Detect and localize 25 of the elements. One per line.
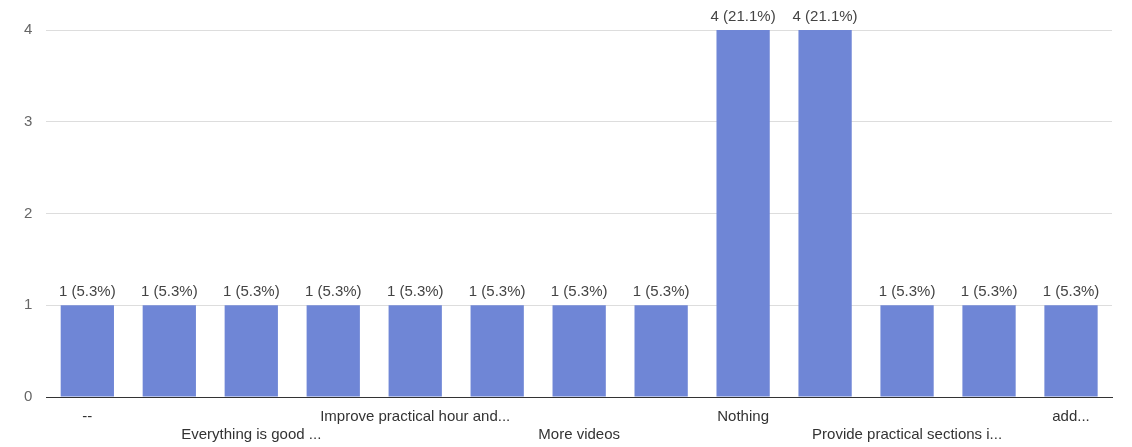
data-label: 1 (5.3%) (304, 281, 362, 299)
data-label: 1 (5.3%) (1042, 281, 1100, 299)
x-tick-label: Provide practical sections i... (812, 425, 1003, 443)
data-label: 1 (5.3%) (468, 281, 526, 299)
data-label: 4 (21.1%) (710, 6, 776, 24)
y-tick-label: 2 (24, 203, 33, 221)
x-tick-label: -- (82, 407, 93, 425)
y-tick-label: 3 (24, 111, 33, 129)
x-tick-label: Everything is good ... (181, 425, 322, 443)
data-label: 1 (5.3%) (386, 281, 444, 299)
y-tick-label: 1 (24, 295, 33, 313)
data-label: 1 (5.3%) (58, 281, 116, 299)
x-tick-label: Nothing (717, 407, 769, 425)
data-label: 1 (5.3%) (140, 281, 198, 299)
data-label: 1 (5.3%) (878, 281, 936, 299)
x-tick-label: More videos (538, 425, 621, 443)
y-tick-label: 4 (24, 20, 33, 38)
y-tick-label: 0 (24, 387, 33, 405)
data-label: 1 (5.3%) (222, 281, 280, 299)
data-label: 1 (5.3%) (960, 281, 1018, 299)
x-tick-label: add... (1052, 407, 1090, 425)
data-label: 1 (5.3%) (550, 281, 608, 299)
x-tick-label: Improve practical hour and... (320, 407, 511, 425)
data-label: 4 (21.1%) (792, 6, 858, 24)
data-label: 1 (5.3%) (632, 281, 690, 299)
